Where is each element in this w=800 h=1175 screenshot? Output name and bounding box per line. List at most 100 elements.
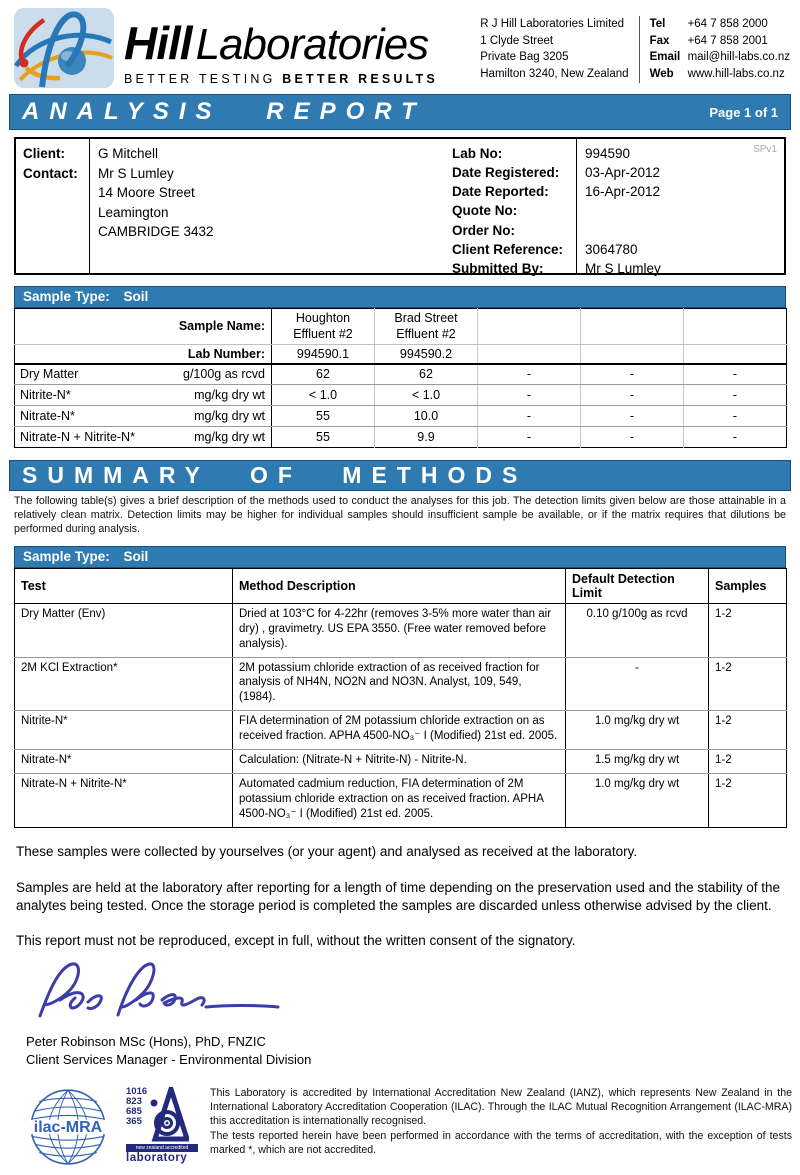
client-reference-value: 3064780 — [585, 241, 638, 257]
date-reported-value: 16-Apr-2012 — [585, 184, 661, 200]
field-row: Lab No: 994590 — [448, 144, 784, 163]
method-samples: 1-2 — [708, 710, 787, 751]
page-number: Page 1 of 1 — [709, 104, 778, 120]
sample-name-cell — [580, 308, 684, 345]
address-line: 1 Clyde Street — [480, 34, 554, 47]
result-row-dry-matter: Dry Matter g/100g as rcvd 62 62 - - - — [14, 363, 787, 385]
contact-line: 14 Moore Street — [98, 185, 195, 201]
registration-fields: Lab No: 994590 Date Registered: 03-Apr-2… — [448, 139, 784, 276]
col-header-samples: Samples — [708, 568, 787, 604]
report-header: HillLaboratories BETTER TESTING BETTER R… — [0, 0, 800, 88]
method-description: Automated cadmium reduction, FIA determi… — [232, 773, 566, 828]
result-value: - — [580, 405, 684, 427]
date-registered-value: 03-Apr-2012 — [585, 165, 661, 181]
results-section: Sample Type: Soil Sample Name: Houghton … — [0, 286, 800, 448]
result-value: 62 — [374, 363, 478, 385]
test-name: Nitrite-N* — [20, 388, 71, 402]
ilac-mra-logo-icon: ilac-MRA — [30, 1089, 106, 1165]
sample-type-value: Soil — [123, 548, 149, 564]
result-value: < 1.0 — [374, 384, 478, 406]
ianz-number: 1016 — [126, 1086, 148, 1097]
brand-tagline: BETTER TESTING BETTER RESULTS — [124, 72, 464, 86]
address-line: Private Bag 3205 — [480, 51, 569, 64]
test-unit: mg/kg dry wt — [194, 388, 265, 402]
results-table: Sample Name: Houghton Effluent #2 Brad S… — [14, 308, 787, 448]
methods-table: Test Method Description Default Detectio… — [14, 567, 787, 828]
signature-icon — [38, 962, 280, 1018]
lab-no-label: Lab No: — [452, 146, 503, 161]
contact-row-web: Web www.hill-labs.co.nz — [650, 66, 790, 83]
ianz-number: 823 — [126, 1095, 142, 1107]
sample-type-value: Soil — [123, 289, 149, 304]
brand-name: HillLaboratories — [124, 16, 464, 70]
col-header-description: Method Description — [232, 568, 566, 604]
client-name: G Mitchell — [98, 146, 159, 161]
method-test: Nitrate-N* — [14, 749, 233, 775]
quote-no-value — [576, 201, 784, 220]
lab-number-cell: 994590.2 — [374, 344, 478, 365]
report-version-tag: SPv1 — [753, 144, 777, 155]
email-value: mail@hill-labs.co.nz — [687, 51, 790, 64]
submitted-by-value: Mr S Lumley — [585, 260, 661, 276]
tel-label: Tel — [649, 18, 666, 30]
ianz-logo-top: 1016 823 685 365 — [126, 1087, 200, 1143]
test-unit: g/100g as rcvd — [183, 367, 265, 382]
hill-labs-logo-icon — [14, 8, 114, 88]
submitted-by-label: Submitted By: — [452, 260, 544, 276]
ianz-accredited-bar: new zealand accredited — [126, 1144, 198, 1152]
email-label: Email — [649, 51, 681, 64]
sample-name-cell — [683, 308, 787, 345]
result-value: - — [477, 405, 581, 427]
tagline-bold: BETTER RESULTS — [282, 72, 438, 86]
result-value: - — [580, 426, 684, 448]
contact-line: Leamington — [98, 204, 169, 220]
method-test: Nitrate-N + Nitrite-N* — [14, 773, 233, 828]
signatory-title: Client Services Manager - Environmental … — [26, 1052, 312, 1068]
accreditation-footer: ilac-MRA 1016 823 685 365 new zealand a — [16, 1087, 792, 1167]
result-value: 9.9 — [374, 426, 478, 448]
signatory-name-block: Peter Robinson MSc (Hons), PhD, FNZIC Cl… — [26, 1033, 800, 1069]
method-test: Dry Matter (Env) — [14, 603, 233, 658]
result-value: - — [580, 363, 684, 385]
client-labels-column: Client: Contact: — [16, 139, 90, 273]
method-test: 2M KCl Extraction* — [14, 657, 233, 712]
method-description: Dried at 103°C for 4-22hr (removes 3-5% … — [232, 603, 566, 658]
method-samples: 1-2 — [708, 749, 787, 775]
result-value: < 1.0 — [271, 384, 375, 406]
result-value: - — [477, 426, 581, 448]
test-name: Nitrate-N + Nitrite-N* — [20, 430, 135, 444]
method-description: FIA determination of 2M potassium chlori… — [232, 710, 566, 751]
order-no-value — [576, 221, 784, 240]
result-value: - — [683, 405, 787, 427]
web-label: Web — [649, 68, 674, 81]
date-registered-label: Date Registered: — [452, 165, 560, 181]
method-description: Calculation: (Nitrate-N + Nitrite-N) - N… — [232, 749, 566, 775]
signatory-name: Peter Robinson MSc (Hons), PhD, FNZIC — [26, 1034, 266, 1050]
lab-number-cell — [683, 344, 787, 365]
sample-type-bar: Sample Type: Soil — [14, 286, 786, 308]
page-title: ANALYSIS REPORT — [22, 98, 426, 125]
method-test: Nitrite-N* — [14, 710, 233, 751]
note-reproduction: This report must not be reproduced, exce… — [16, 933, 576, 949]
test-name: Dry Matter — [20, 367, 79, 382]
sample-name-header: Sample Name: — [14, 308, 272, 345]
contact-line: Mr S Lumley — [98, 165, 174, 181]
method-samples: 1-2 — [708, 603, 787, 658]
client-reference-label: Client Reference: — [452, 241, 564, 257]
company-contact-block: R J Hill Laboratories Limited 1 Clyde St… — [480, 8, 790, 83]
result-value: 55 — [271, 426, 375, 448]
result-value: 55 — [271, 405, 375, 427]
field-row: Date Registered: 03-Apr-2012 — [448, 163, 784, 182]
method-limit: 1.0 mg/kg dry wt — [565, 710, 709, 751]
signature-block: Peter Robinson MSc (Hons), PhD, FNZIC Cl… — [24, 960, 800, 1069]
result-value: - — [683, 384, 787, 406]
sample-type-label: Sample Type: — [23, 289, 110, 304]
ianz-a-mark-icon — [150, 1087, 190, 1142]
contact-row-tel: Tel +64 7 858 2000 — [650, 16, 790, 33]
result-value: 62 — [271, 363, 375, 385]
method-row: Nitrate-N* Calculation: (Nitrate-N + Nit… — [14, 749, 787, 775]
test-unit: mg/kg dry wt — [194, 409, 265, 423]
lab-number-cell: 994590.1 — [271, 344, 375, 365]
quote-no-label: Quote No: — [452, 203, 518, 219]
